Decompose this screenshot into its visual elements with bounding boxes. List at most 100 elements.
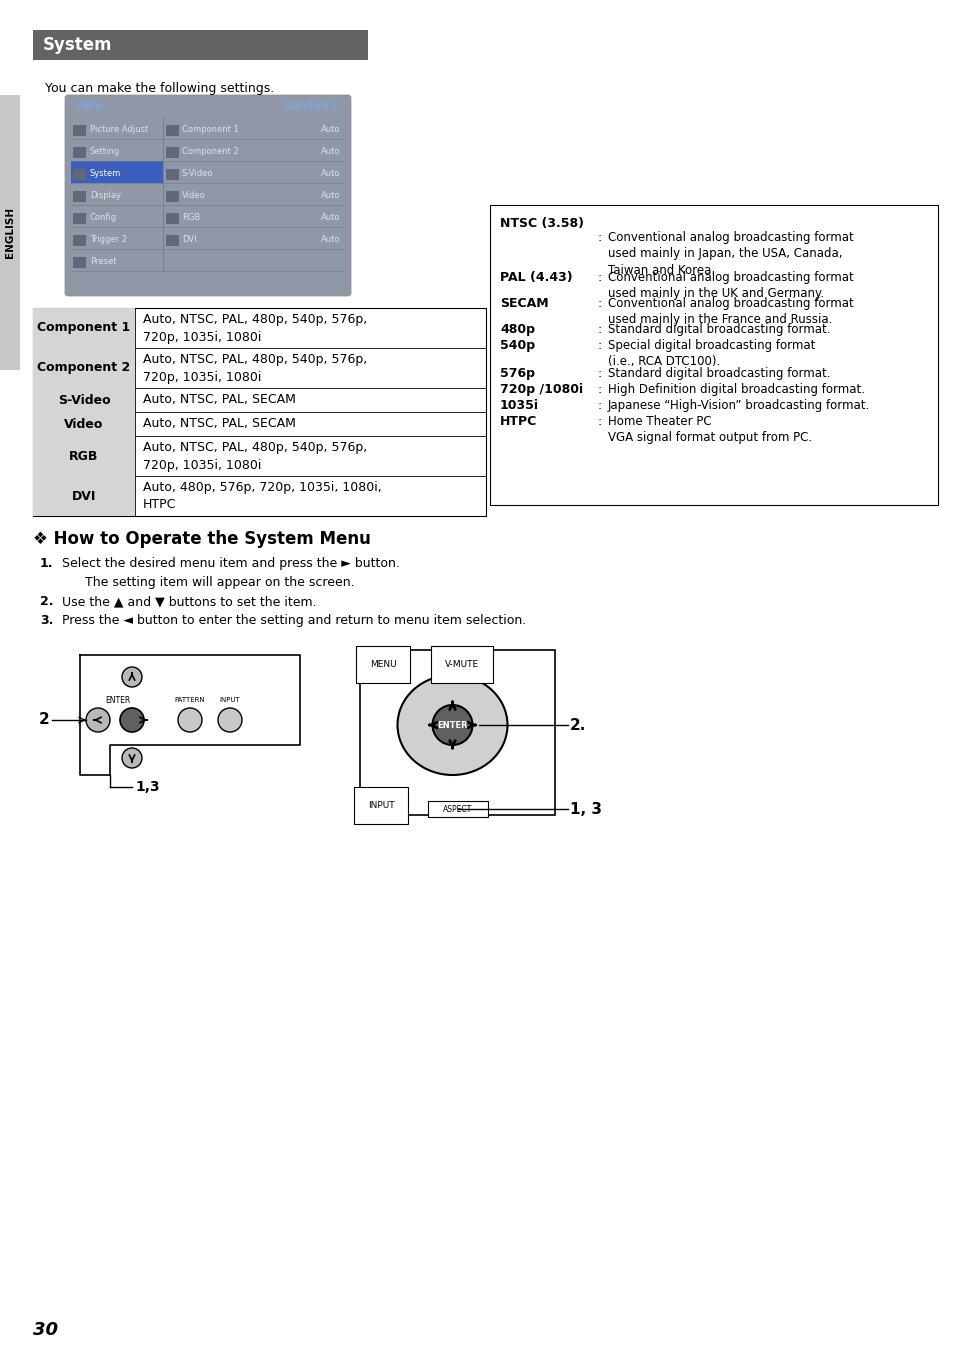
- Text: MENU: MENU: [370, 661, 396, 669]
- Bar: [71, 182, 163, 205]
- Text: V-MUTE: V-MUTE: [444, 661, 478, 669]
- Text: Standard 1: Standard 1: [284, 101, 337, 111]
- Text: Home Theater PC
VGA signal format output from PC.: Home Theater PC VGA signal format output…: [607, 415, 811, 444]
- Bar: [71, 205, 163, 227]
- Circle shape: [122, 748, 142, 767]
- Text: Component 1: Component 1: [37, 322, 131, 335]
- Text: ENTER: ENTER: [105, 696, 131, 705]
- Bar: [71, 249, 163, 272]
- Text: SECAM: SECAM: [499, 297, 548, 309]
- Text: 2: 2: [39, 712, 50, 727]
- Bar: [33, 412, 135, 436]
- Bar: [164, 182, 345, 205]
- Text: :: :: [598, 297, 601, 309]
- Text: 1,3: 1,3: [135, 780, 159, 794]
- Text: Auto: Auto: [320, 190, 339, 200]
- Ellipse shape: [397, 676, 507, 775]
- Text: S-Video: S-Video: [57, 393, 111, 407]
- Bar: [166, 169, 179, 180]
- Text: :: :: [598, 323, 601, 336]
- Text: 30: 30: [33, 1321, 58, 1339]
- Text: Auto, NTSC, PAL, SECAM: Auto, NTSC, PAL, SECAM: [143, 393, 295, 407]
- Text: Video: Video: [64, 417, 104, 431]
- Bar: [33, 476, 135, 516]
- Text: Standard digital broadcasting format.: Standard digital broadcasting format.: [607, 367, 830, 380]
- Text: Auto: Auto: [320, 146, 339, 155]
- Text: DVI: DVI: [182, 235, 196, 243]
- Bar: [33, 436, 135, 476]
- Bar: [33, 308, 485, 516]
- Text: Auto: Auto: [320, 212, 339, 222]
- Bar: [166, 235, 179, 246]
- Bar: [166, 147, 179, 158]
- Text: Component 2: Component 2: [182, 146, 238, 155]
- Bar: [359, 650, 555, 815]
- Text: Display: Display: [90, 190, 121, 200]
- Text: Auto, NTSC, PAL, 480p, 540p, 576p,
720p, 1035i, 1080i: Auto, NTSC, PAL, 480p, 540p, 576p, 720p,…: [143, 353, 367, 384]
- Text: Component 1: Component 1: [182, 124, 238, 134]
- Text: Config: Config: [90, 212, 117, 222]
- Text: 2.: 2.: [40, 594, 53, 608]
- Text: 576p: 576p: [499, 367, 535, 380]
- Text: 1.: 1.: [40, 557, 53, 570]
- Text: System: System: [43, 36, 112, 54]
- Text: :: :: [598, 272, 601, 284]
- Text: Picture Adjust: Picture Adjust: [90, 124, 148, 134]
- Text: PAL (4.43): PAL (4.43): [499, 272, 572, 284]
- Bar: [73, 169, 86, 180]
- Text: Auto: Auto: [320, 124, 339, 134]
- Text: Conventional analog broadcasting format
used mainly in the France and Russia.: Conventional analog broadcasting format …: [607, 297, 853, 327]
- Bar: [71, 100, 345, 118]
- Bar: [428, 801, 488, 817]
- Text: :: :: [598, 382, 601, 396]
- Circle shape: [218, 708, 242, 732]
- Bar: [164, 139, 345, 161]
- Text: High Definition digital broadcasting format.: High Definition digital broadcasting for…: [607, 382, 864, 396]
- Text: ASPECT: ASPECT: [443, 804, 472, 813]
- Bar: [164, 161, 345, 182]
- Bar: [73, 126, 86, 136]
- Text: Auto: Auto: [320, 169, 339, 177]
- Text: Conventional analog broadcasting format
used mainly in Japan, the USA, Canada,
T: Conventional analog broadcasting format …: [607, 231, 853, 277]
- Bar: [71, 118, 163, 139]
- Bar: [73, 213, 86, 224]
- Text: Video: Video: [182, 190, 206, 200]
- Circle shape: [120, 708, 144, 732]
- Bar: [71, 227, 163, 249]
- Text: Special digital broadcasting format
(i.e., RCA DTC100).: Special digital broadcasting format (i.e…: [607, 339, 815, 369]
- Text: 720p /1080i: 720p /1080i: [499, 382, 582, 396]
- Text: 2.: 2.: [569, 717, 586, 732]
- Text: INPUT: INPUT: [219, 697, 240, 703]
- Text: :: :: [598, 399, 601, 412]
- Text: RGB: RGB: [182, 212, 200, 222]
- Text: Menu: Menu: [78, 101, 105, 111]
- Bar: [73, 147, 86, 158]
- Text: Preset: Preset: [90, 257, 116, 266]
- Bar: [0, 95, 20, 370]
- Text: S-Video: S-Video: [182, 169, 213, 177]
- Bar: [33, 308, 135, 349]
- Text: ENGLISH: ENGLISH: [5, 207, 15, 258]
- FancyBboxPatch shape: [65, 95, 351, 296]
- Text: You can make the following settings.: You can make the following settings.: [45, 82, 274, 95]
- Text: RGB: RGB: [70, 450, 98, 462]
- Text: Trigger 2: Trigger 2: [90, 235, 127, 243]
- Text: HTPC: HTPC: [499, 415, 537, 428]
- Bar: [73, 190, 86, 203]
- Text: The setting item will appear on the screen.: The setting item will appear on the scre…: [85, 576, 355, 589]
- Text: 1, 3: 1, 3: [569, 801, 601, 816]
- Text: Auto, 480p, 576p, 720p, 1035i, 1080i,
HTPC: Auto, 480p, 576p, 720p, 1035i, 1080i, HT…: [143, 481, 381, 512]
- Bar: [33, 388, 135, 412]
- Bar: [164, 227, 345, 249]
- Text: Use the ▲ and ▼ buttons to set the item.: Use the ▲ and ▼ buttons to set the item.: [62, 594, 316, 608]
- Text: :: :: [598, 231, 601, 245]
- Circle shape: [432, 705, 472, 744]
- Bar: [33, 30, 368, 59]
- Bar: [73, 257, 86, 267]
- Text: 3.: 3.: [40, 613, 53, 627]
- Text: 480p: 480p: [499, 323, 535, 336]
- Text: Japanese “High-Vision” broadcasting format.: Japanese “High-Vision” broadcasting form…: [607, 399, 869, 412]
- Text: Auto, NTSC, PAL, 480p, 540p, 576p,
720p, 1035i, 1080i: Auto, NTSC, PAL, 480p, 540p, 576p, 720p,…: [143, 440, 367, 471]
- Bar: [73, 235, 86, 246]
- Bar: [33, 349, 135, 388]
